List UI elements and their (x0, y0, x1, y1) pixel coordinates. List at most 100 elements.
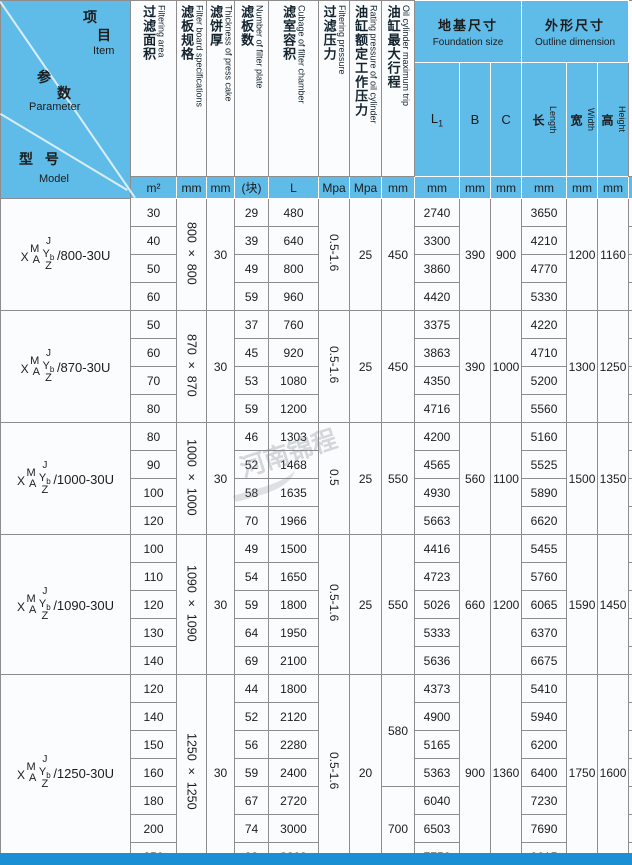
model-letter-j: J (42, 753, 48, 765)
model-suffix: /800-30U (56, 248, 111, 263)
unit-B: mm (459, 176, 491, 199)
cell-plate-number: 59 (234, 590, 269, 619)
cell-outline-width: 1300 (566, 310, 599, 423)
cell-chamber-cubage: 480 (268, 198, 319, 227)
cell-overall-weight: 7200 (628, 702, 632, 731)
cell-outline-length: 6675 (521, 646, 568, 675)
cell-overall-weight: 2700 (628, 254, 632, 283)
model-letter-z: Z (45, 259, 52, 272)
model-prefix-x: X (20, 249, 29, 264)
cell-oil-max-trip: 550 (381, 534, 415, 675)
col-cn-cake-thickness: 滤饼厚 (208, 5, 224, 47)
cell-plate-number: 59 (234, 394, 269, 423)
model-letter-j: J (42, 585, 48, 597)
plate-spec-value: 1000 × 1000 (184, 438, 199, 516)
cell-chamber-cubage: 920 (268, 338, 319, 367)
cell-filtering-area: 100 (130, 534, 177, 563)
cell-filtering-pressure: 0.5-1.6 (318, 310, 350, 423)
col-header-filtering-pressure: 过滤压力 Filtering pressure (318, 0, 350, 177)
table-row: X M A J Yb Z/1000-30U 80 1000 × 1000 30 46 1303 0.5… (0, 422, 632, 535)
cell-filtering-area: 140 (130, 646, 177, 675)
group-cn-outline: 外形尺寸 (545, 18, 606, 33)
col-header-filtering-area: 过滤面积 Filtering area (130, 0, 177, 177)
cell-filtering-area: 200 (130, 814, 177, 843)
cell-plate-number: 46 (234, 422, 269, 451)
col-en-cake-thickness: Thickness of press cake (223, 5, 234, 102)
cell-plate-number: 70 (234, 506, 269, 535)
cell-outline-length: 5410 (521, 674, 568, 703)
cell-model: X M A J Yb Z/1000-30U (0, 422, 131, 535)
cell-outline-length: 6200 (521, 730, 568, 759)
model-name: X M A J Yb Z/1000-30U (17, 459, 115, 496)
cell-model: X M A J Yb Z/800-30U (0, 198, 131, 311)
cell-plate-number: 56 (234, 730, 269, 759)
cell-filtering-area: 120 (130, 590, 177, 619)
unit-filtering-pressure: Mpa (318, 176, 350, 199)
cell-chamber-cubage: 2400 (268, 758, 319, 787)
model-letter-z: Z (41, 777, 49, 790)
cell-outline-length: 5760 (521, 562, 568, 591)
cell-overall-weight: 4360 (628, 478, 632, 507)
cell-plate-number: 49 (234, 534, 269, 563)
subcol-header-width: 宽 Width (566, 62, 599, 177)
cell-oil-rating-pressure: 20 (349, 674, 382, 865)
cell-foundation-L1: 5363 (414, 758, 460, 787)
cell-overall-weight: 4900 (628, 534, 632, 563)
cell-filtering-area: 50 (130, 310, 177, 339)
cell-chamber-cubage: 800 (268, 254, 319, 283)
cell-foundation-L1: 5663 (414, 506, 460, 535)
subcol-cn-length: 长 (531, 113, 546, 126)
subcol-en-height: Height (617, 106, 628, 133)
cell-foundation-L1: 6503 (414, 814, 460, 843)
cell-cake-thickness: 30 (206, 674, 235, 865)
cell-oil-rating-pressure: 25 (349, 310, 382, 423)
filter-pressure-value: 0.5-1.6 (327, 234, 341, 272)
model-stack-jybz: J Yb Z (36, 585, 53, 622)
model-letter-j: J (42, 459, 48, 471)
model-name: X M A J Yb Z/1090-30U (16, 585, 114, 622)
cell-oil-rating-pressure: 25 (349, 534, 382, 675)
cell-chamber-cubage: 960 (268, 282, 319, 311)
table-row: X M A J Yb Z/1250-30U 120 1250 × 1250 30 44 1800 0.… (0, 674, 632, 865)
cell-foundation-L1: 3863 (414, 338, 460, 367)
cell-outline-length: 5525 (521, 450, 568, 479)
col-header-oil-max-trip: 油缸最大行程 Oil cylinder maximum trip (381, 0, 415, 177)
cell-overall-weight: 3580 (628, 310, 632, 339)
model-prefix-x: X (16, 599, 25, 614)
cell-foundation-L1: 4420 (414, 282, 460, 311)
model-letter-z: Z (41, 609, 49, 622)
group-cn-foundation: 地基尺寸 (438, 18, 499, 33)
cell-outline-length: 6400 (521, 758, 568, 787)
cell-outline-length: 5330 (521, 282, 568, 311)
corner-model-cn: 型 号 (19, 151, 63, 167)
cell-foundation-L1: 4200 (414, 422, 460, 451)
cell-outline-length: 7690 (521, 814, 568, 843)
cell-outline-height: 1600 (597, 674, 630, 865)
cell-filtering-area: 60 (130, 282, 177, 311)
model-letter-z: Z (41, 483, 49, 496)
cell-overall-weight: 3060 (628, 282, 632, 311)
model-letter-m: M (26, 593, 36, 606)
subcol-label-L1: L1 (430, 110, 444, 129)
model-stack-jybz: J Yb Z (40, 348, 57, 384)
model-letter-yb: Yb (38, 765, 51, 780)
model-prefix-x: X (16, 767, 25, 782)
subcol-label-B: B (470, 112, 480, 127)
cell-overall-weight: 7500 (628, 730, 632, 759)
cell-chamber-cubage: 1966 (268, 506, 319, 535)
cell-filtering-area: 70 (130, 366, 177, 395)
model-letter-z: Z (45, 371, 52, 384)
cell-chamber-cubage: 1080 (268, 366, 319, 395)
cell-foundation-C: 1100 (489, 422, 523, 535)
model-letter-a: A (32, 253, 40, 266)
model-suffix: /1000-30U (53, 472, 115, 487)
unit-length: mm (521, 176, 568, 199)
table-row: X M A J Yb Z/1090-30U 100 1090 × 1090 30 49 1500 0.… (0, 534, 632, 675)
subcol-en-length: Length (548, 105, 559, 134)
cell-plate-spec: 1250 × 1250 (176, 674, 207, 865)
